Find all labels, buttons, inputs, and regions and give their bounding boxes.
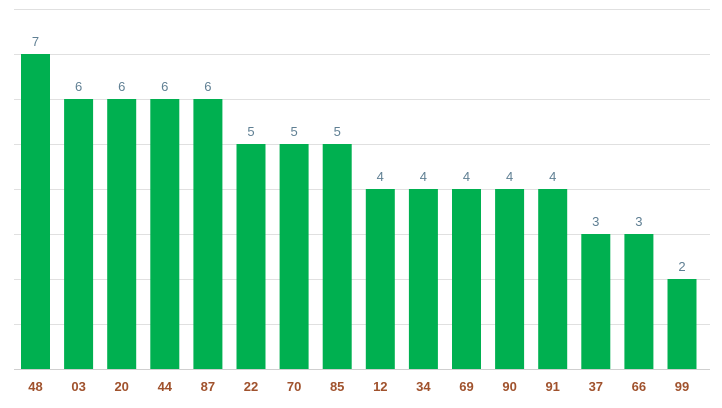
value-label-12: 4 [377,169,384,184]
category-label-91: 91 [545,379,559,394]
bar-90 [495,189,525,369]
bar-03 [64,99,94,369]
category-label-69: 69 [459,379,473,394]
category-label-20: 20 [114,379,128,394]
category-label-12: 12 [373,379,387,394]
bar-48 [21,54,50,369]
category-label-87: 87 [201,379,215,394]
category-label-66: 66 [632,379,646,394]
bar-22 [236,144,266,369]
value-label-22: 5 [247,124,254,139]
value-label-34: 4 [420,169,427,184]
category-label-37: 37 [589,379,603,394]
category-label-85: 85 [330,379,344,394]
value-label-37: 3 [592,214,599,229]
value-label-87: 6 [204,79,211,94]
value-label-91: 4 [549,169,556,184]
category-label-90: 90 [502,379,516,394]
value-label-70: 5 [290,124,297,139]
bar-12 [365,189,395,369]
value-label-48: 7 [32,34,39,49]
bar-20 [107,99,137,369]
value-label-99: 2 [678,259,685,274]
bar-66 [624,234,654,369]
bar-91 [538,189,568,369]
value-label-20: 6 [118,79,125,94]
category-label-70: 70 [287,379,301,394]
category-labels: 48 03 20 44 87 22 70 85 12 34 69 90 91 37 66 99 [28,379,689,394]
value-labels: 7 6 6 6 6 5 5 5 4 4 4 4 4 3 3 2 [32,34,686,274]
bar-69 [452,189,481,369]
value-label-44: 6 [161,79,168,94]
category-label-03: 03 [71,379,85,394]
bar-87 [193,99,223,369]
value-label-66: 3 [635,214,642,229]
bar-44 [150,99,180,369]
bar-34 [408,189,438,369]
category-label-48: 48 [28,379,42,394]
category-label-22: 22 [244,379,258,394]
category-label-34: 34 [416,379,431,394]
bar-99 [667,279,697,369]
bars [21,54,697,369]
bar-37 [581,234,611,369]
category-label-44: 44 [158,379,173,394]
value-label-69: 4 [463,169,470,184]
bar-70 [279,144,309,369]
value-label-85: 5 [334,124,341,139]
value-label-90: 4 [506,169,513,184]
bar-85 [322,144,352,369]
category-label-99: 99 [675,379,689,394]
value-label-03: 6 [75,79,82,94]
